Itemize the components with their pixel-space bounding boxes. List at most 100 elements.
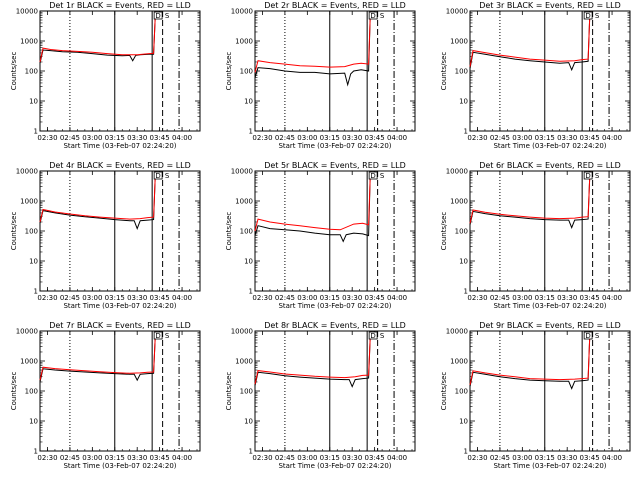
series-events-line (39, 172, 157, 231)
y-axis-label: Counts/sec (225, 52, 233, 91)
y-tick-label: 100 (25, 228, 38, 236)
x-tick-label: 04:00 (602, 294, 622, 302)
panel-det-6: Det 6r BLACK = Events, RED = LLD 1 10 100 10… (440, 161, 631, 310)
series-lld-line (254, 171, 372, 232)
y-tick-label: 100 (25, 388, 38, 396)
series-events-line (469, 172, 591, 229)
x-tick-label: 02:45 (490, 294, 510, 302)
series-events-line (254, 172, 372, 243)
panel-title: Det 8r BLACK = Events, RED = LLD (264, 321, 406, 330)
x-tick-label: 02:30 (467, 454, 487, 462)
legend-marker-s: S (165, 332, 170, 340)
plot-frame (254, 330, 416, 452)
x-tick-label: 02:30 (37, 294, 57, 302)
x-tick-label: 04:00 (387, 294, 407, 302)
y-tick-label: 10000 (446, 168, 468, 176)
legend-marker-d: D (155, 12, 160, 20)
legend-marker-s: S (165, 172, 170, 180)
x-tick-label: 03:45 (365, 454, 385, 462)
y-tick-label: 1000 (450, 198, 468, 206)
legend-marker-d: D (370, 12, 375, 20)
legend-box (583, 171, 593, 180)
y-tick-label: 10 (244, 418, 253, 426)
x-tick-label: 03:45 (150, 294, 170, 302)
x-tick-label: 02:45 (60, 454, 80, 462)
y-tick-label: 10000 (231, 168, 253, 176)
panel-det-9: Det 9r BLACK = Events, RED = LLD 1 10 100 10… (440, 321, 631, 470)
plot-frame (469, 170, 631, 292)
y-tick-label: 10 (29, 258, 38, 266)
legend-marker-s: S (595, 332, 600, 340)
legend-marker-d: D (155, 332, 160, 340)
y-tick-label: 1000 (450, 38, 468, 46)
x-tick-label: 02:30 (37, 134, 57, 142)
y-tick-label: 1000 (20, 358, 38, 366)
y-tick-label: 1 (34, 448, 38, 456)
x-tick-label: 03:15 (320, 294, 340, 302)
x-tick-label: 04:00 (387, 134, 407, 142)
x-tick-label: 03:45 (150, 134, 170, 142)
x-tick-label: 03:30 (342, 294, 362, 302)
x-tick-label: 03:45 (150, 454, 170, 462)
x-tick-label: 03:00 (297, 294, 317, 302)
legend-box (368, 331, 378, 340)
x-tick-label: 03:45 (580, 294, 600, 302)
y-tick-label: 1 (34, 288, 38, 296)
series-lld-line (254, 11, 372, 73)
panel-title: Det 9r BLACK = Events, RED = LLD (479, 321, 621, 330)
legend-marker-d: D (585, 172, 590, 180)
y-tick-label: 10 (459, 98, 468, 106)
panel-det-5: Det 5r BLACK = Events, RED = LLD 1 10 100 10… (225, 161, 416, 310)
series-events-line (254, 332, 372, 388)
series-lld-line (39, 331, 157, 381)
x-tick-label: 03:45 (580, 134, 600, 142)
x-tick-label: 02:30 (467, 294, 487, 302)
x-axis-label: Start Time (03-Feb-07 02:24:20) (493, 462, 606, 470)
series-lld-line (469, 331, 591, 386)
panel-det-4: Det 4r BLACK = Events, RED = LLD 1 10 100 10… (10, 161, 201, 310)
x-tick-label: 02:30 (252, 454, 272, 462)
panel-title: Det 5r BLACK = Events, RED = LLD (264, 161, 406, 170)
y-tick-label: 100 (240, 68, 253, 76)
x-tick-label: 03:45 (580, 454, 600, 462)
legend-marker-s: S (380, 332, 385, 340)
x-tick-label: 03:00 (297, 454, 317, 462)
series-events-line (254, 12, 372, 87)
x-tick-label: 03:00 (512, 134, 532, 142)
legend-marker-d: D (370, 332, 375, 340)
legend-marker-d: D (585, 332, 590, 340)
x-tick-label: 03:30 (127, 134, 147, 142)
y-tick-label: 100 (25, 68, 38, 76)
series-events-line (469, 332, 591, 390)
y-tick-label: 10 (29, 418, 38, 426)
panel-title: Det 2r BLACK = Events, RED = LLD (264, 1, 406, 10)
x-tick-label: 03:00 (512, 454, 532, 462)
plot-frame (469, 10, 631, 132)
y-tick-label: 1 (464, 288, 468, 296)
y-tick-label: 1000 (235, 358, 253, 366)
x-axis-label: Start Time (03-Feb-07 02:24:20) (63, 462, 176, 470)
legend-box (153, 171, 163, 180)
legend-marker-s: S (380, 172, 385, 180)
plot-frame (254, 170, 416, 292)
x-tick-label: 03:45 (365, 134, 385, 142)
y-tick-label: 1000 (450, 358, 468, 366)
y-axis-label: Counts/sec (440, 52, 448, 91)
y-tick-label: 100 (455, 228, 468, 236)
y-axis-label: Counts/sec (225, 372, 233, 411)
x-tick-label: 03:15 (535, 294, 555, 302)
y-tick-label: 1 (249, 448, 253, 456)
series-events-line (39, 12, 157, 64)
y-tick-label: 10 (459, 258, 468, 266)
y-tick-label: 10 (459, 418, 468, 426)
x-axis-label: Start Time (03-Feb-07 02:24:20) (493, 302, 606, 310)
x-tick-label: 03:00 (82, 454, 102, 462)
y-tick-label: 1000 (20, 38, 38, 46)
x-tick-label: 04:00 (387, 454, 407, 462)
y-tick-label: 10000 (16, 168, 38, 176)
panel-title: Det 1r BLACK = Events, RED = LLD (49, 1, 191, 10)
x-tick-label: 02:45 (275, 454, 295, 462)
x-tick-label: 03:30 (557, 134, 577, 142)
x-tick-label: 02:45 (60, 294, 80, 302)
